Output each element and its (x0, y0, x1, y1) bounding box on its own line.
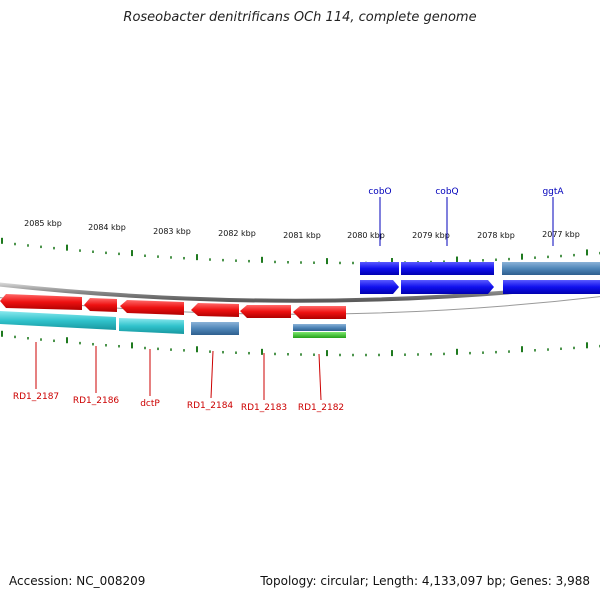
cds-RD1_2187-arrow[interactable] (0, 294, 82, 310)
leader-RD1_2182 (318, 353, 322, 401)
forward-gene-labels: cobO cobQ ggtA (368, 187, 564, 246)
ruler-label-2085: 2085 kbp (24, 219, 62, 228)
outer-tick-row (1, 237, 600, 265)
gene-label-RD1_2183[interactable]: RD1_2183 (241, 403, 287, 413)
forward-cds-track (360, 280, 600, 294)
cds-dctP-arrow[interactable] (120, 300, 184, 315)
gene-label-RD1_2182[interactable]: RD1_2182 (298, 403, 344, 413)
feature-RD1_2184-track[interactable] (191, 322, 239, 335)
ruler-label-2082: 2082 kbp (218, 229, 256, 238)
cds-RD1_2184-arrow[interactable] (191, 303, 239, 317)
feature-cobQ-track[interactable] (401, 262, 494, 275)
ruler-label-2084: 2084 kbp (88, 223, 126, 232)
cds-RD1_2186-arrow[interactable] (84, 298, 117, 312)
feature-RD1_2182-track[interactable] (293, 324, 346, 331)
cds-cobO-arrow[interactable] (360, 280, 399, 294)
gene-label-RD1_2184[interactable]: RD1_2184 (187, 401, 234, 411)
cds-cobQ-arrow[interactable] (401, 280, 494, 294)
gene-label-cobO[interactable]: cobO (368, 187, 391, 197)
ruler-label-2081: 2081 kbp (283, 231, 321, 240)
feature-RD1_2182-misc[interactable] (293, 332, 346, 338)
gene-label-RD1_2187[interactable]: RD1_2187 (13, 392, 59, 402)
inner-tick-row (1, 330, 600, 357)
ruler-label-2079: 2079 kbp (412, 231, 450, 240)
gene-label-RD1_2186[interactable]: RD1_2186 (73, 396, 120, 406)
forward-gene-track (360, 262, 600, 275)
ruler-label-2080: 2080 kbp (347, 231, 385, 240)
leader-RD1_2184 (210, 350, 214, 399)
ruler-label-2078: 2078 kbp (477, 231, 515, 240)
map-title: Roseobacter denitrificans OCh 114, compl… (123, 10, 477, 25)
reverse-cds-track (0, 294, 346, 319)
feature-ggtA-track[interactable] (502, 262, 600, 275)
topology-text: Topology: circular; Length: 4,133,097 bp… (260, 574, 590, 588)
gene-label-dctP[interactable]: dctP (140, 399, 160, 409)
accession-text: Accession: NC_008209 (9, 574, 146, 588)
cds-RD1_2182-arrow[interactable] (293, 306, 346, 319)
reverse-gene-track (0, 311, 346, 338)
feature-cobO-track[interactable] (360, 262, 399, 275)
reverse-gene-labels: RD1_2187 RD1_2186 dctP RD1_2184 RD1_2183… (13, 342, 344, 413)
cds-ggtA-arrow[interactable] (503, 280, 600, 294)
gene-label-cobQ[interactable]: cobQ (435, 187, 458, 197)
feature-dctP-track[interactable] (119, 318, 184, 334)
ruler-labels: 2085 kbp 2084 kbp 2083 kbp 2082 kbp 2081… (24, 219, 580, 240)
ruler-label-2083: 2083 kbp (153, 227, 191, 236)
feature-RD1_2187-track[interactable] (0, 311, 116, 330)
ruler-label-2077: 2077 kbp (542, 230, 580, 239)
cds-RD1_2183-arrow[interactable] (240, 305, 291, 318)
gene-label-ggtA[interactable]: ggtA (542, 187, 564, 197)
